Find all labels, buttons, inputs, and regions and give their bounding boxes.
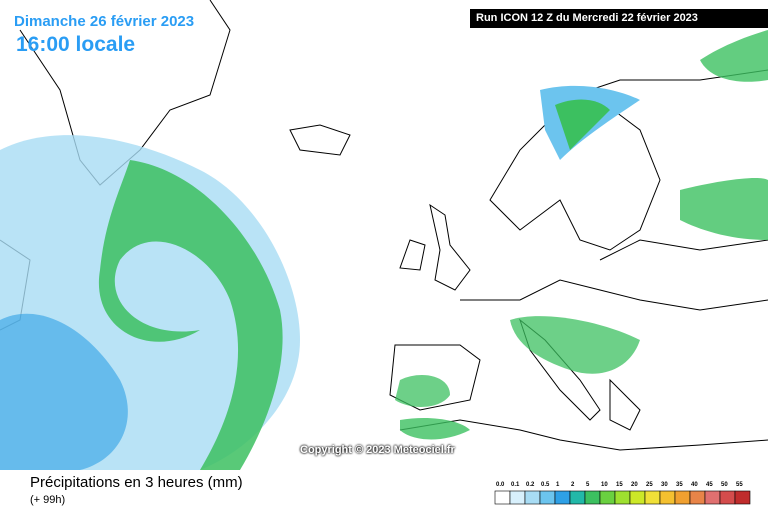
legend-label: 15 xyxy=(616,482,623,488)
legend-swatch xyxy=(674,490,691,505)
legend-swatch xyxy=(644,490,661,505)
legend-label: 0.2 xyxy=(526,482,535,488)
legend-swatch xyxy=(659,490,676,505)
legend-label: 35 xyxy=(676,482,683,488)
legend-swatch xyxy=(524,490,541,505)
time: 16:00 locale xyxy=(16,33,136,56)
run-box xyxy=(470,9,768,28)
legend-swatch xyxy=(554,490,571,505)
legend-swatch xyxy=(734,490,751,505)
legend-label: 25 xyxy=(646,482,653,488)
legend-swatch xyxy=(719,490,736,505)
legend-swatch xyxy=(629,490,646,505)
forecast-lead: (+ 99h) xyxy=(30,494,66,506)
legend-swatch xyxy=(584,490,601,505)
copyright: Copyright © 2023 Meteociel.fr xyxy=(300,444,455,456)
legend-label: 50 xyxy=(721,482,728,488)
legend-swatch xyxy=(569,490,586,505)
date: Dimanche 26 février 2023 xyxy=(14,13,195,30)
legend-label: 1 xyxy=(556,482,560,488)
footer-title: Précipitations en 3 heures (mm) xyxy=(30,474,243,491)
legend-label: 0.1 xyxy=(511,482,520,488)
precipitation xyxy=(0,30,768,470)
legend-swatch xyxy=(599,490,616,505)
legend-label: 40 xyxy=(691,482,698,488)
legend-swatch xyxy=(509,490,526,505)
legend-swatch xyxy=(494,490,511,505)
legend-label: 55 xyxy=(736,482,743,488)
legend-swatch xyxy=(689,490,706,505)
legend-swatch xyxy=(704,490,721,505)
legend-label: 0.0 xyxy=(496,482,505,488)
legend: 0.0 0.1 0.2 0.5 1 2 5 10 15 20 25 30 35 40 45 50 55 xyxy=(494,482,751,505)
legend-label: 45 xyxy=(706,482,713,488)
run-info: Run ICON 12 Z du Mercredi 22 février 202… xyxy=(476,12,698,24)
legend-label: 5 xyxy=(586,482,590,488)
legend-swatch xyxy=(539,490,556,505)
legend-swatch xyxy=(614,490,631,505)
legend-label: 2 xyxy=(571,482,575,488)
legend-label: 20 xyxy=(631,482,638,488)
legend-label: 10 xyxy=(601,482,608,488)
legend-label: 0.5 xyxy=(541,482,550,488)
legend-label: 30 xyxy=(661,482,668,488)
